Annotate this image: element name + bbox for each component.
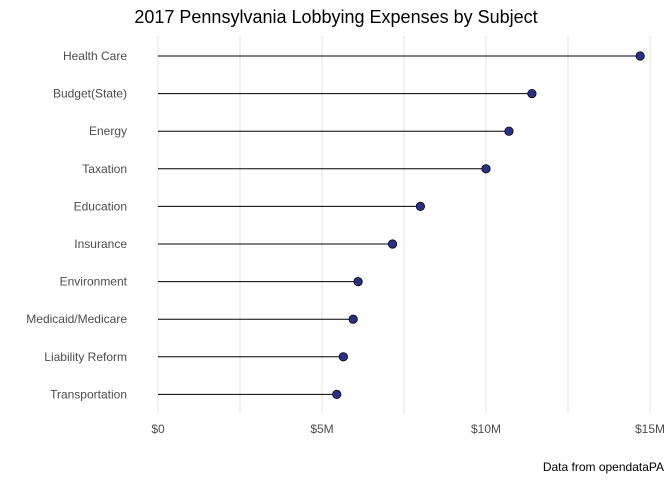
data-point [481,164,491,174]
x-tick-label: $5M [310,422,333,436]
data-point [504,126,514,136]
data-point [332,389,342,399]
category-label: Taxation [82,162,127,176]
points [332,51,645,399]
data-point [338,352,348,362]
category-label: Environment [60,275,128,289]
chart-caption: Data from opendataPA [543,460,664,474]
x-tick-label: $10M [471,422,501,436]
x-tick-label: $15M [635,422,665,436]
category-label: Education [74,199,127,213]
grid [157,36,651,414]
data-point [415,201,425,211]
category-label: Transportation [50,387,127,401]
category-label: Budget(State) [53,87,127,101]
stems [158,55,641,395]
data-point [527,89,537,99]
category-label: Medicaid/Medicare [26,312,127,326]
data-point [348,314,358,324]
x-tick-label: $0 [151,422,165,436]
data-point [387,239,398,249]
x-axis-ticks: $0 $5M $10M $15M [151,422,665,436]
category-label: Liability Reform [44,350,127,364]
data-point [635,51,645,61]
chart-title: 2017 Pennsylvania Lobbying Expenses by S… [134,7,537,27]
category-labels: Health Care Budget(State) Energy Taxation Ed… [26,49,127,401]
category-label: Energy [89,124,127,138]
data-point [353,276,363,287]
category-label: Insurance [74,237,127,251]
category-label: Health Care [63,49,127,63]
